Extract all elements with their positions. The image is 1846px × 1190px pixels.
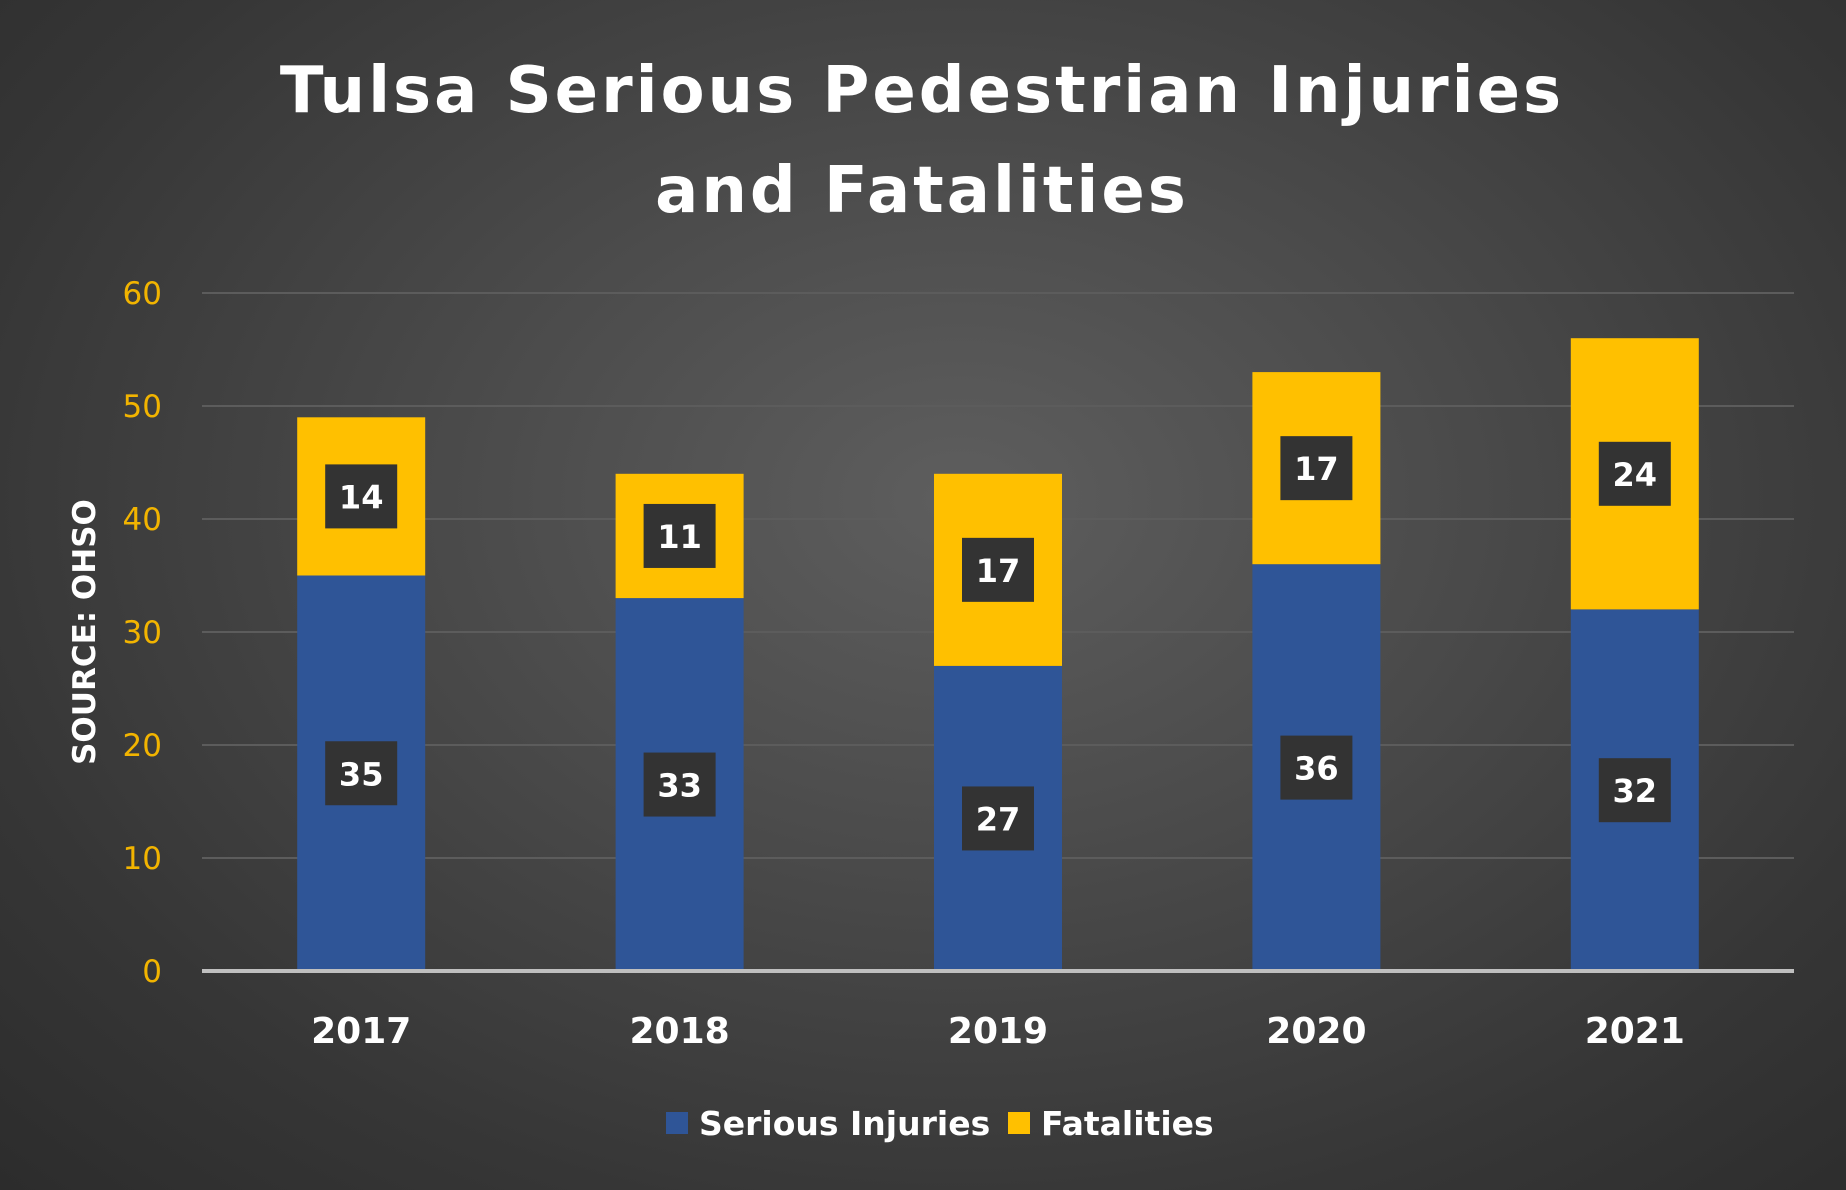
y-tick-label: 60 [123,276,162,312]
data-label: 33 [657,767,702,805]
y-tick-label: 0 [142,954,162,990]
chart-title: Tulsa Serious Pedestrian Injuries and Fat… [280,54,1564,228]
y-tick-label: 30 [123,615,162,651]
data-label-box [962,537,1034,602]
data-label-box [325,741,398,806]
x-tick-label: 2021 [1585,1011,1685,1052]
bars: 35 14 33 11 27 17 36 17 32 24 [297,338,1699,971]
x-tick-label: 2018 [629,1011,729,1052]
legend-label: Serious Injuries [699,1104,990,1143]
legend-item-serious-injuries: Serious Injuries [666,1104,990,1143]
legend-swatch [1008,1112,1030,1134]
x-tick-label: 2017 [311,1011,411,1052]
data-label: 36 [1294,750,1339,788]
data-label: 17 [1294,450,1339,488]
legend-item-fatalities: Fatalities [1008,1104,1214,1143]
y-tick-label: 20 [123,728,162,764]
data-label: 17 [976,552,1021,590]
y-axis-title: SOURCE: OHSO [67,499,103,765]
data-label-box [1280,735,1353,800]
y-tick-label: 50 [123,389,162,425]
data-label: 35 [339,755,384,793]
chart-title-line: and Fatalities [655,154,1189,228]
legend: Serious Injuries Fatalities [666,1104,1214,1143]
y-tick-label: 40 [123,502,162,538]
data-label-box [1280,436,1353,501]
data-label: 24 [1613,456,1658,494]
y-tick-label: 10 [123,841,162,877]
data-label: 11 [657,518,702,556]
legend-swatch [666,1112,688,1134]
legend-label: Fatalities [1041,1104,1214,1143]
data-label: 14 [339,478,384,516]
data-label-box [962,786,1034,851]
chart-title-line: Tulsa Serious Pedestrian Injuries [280,54,1564,128]
data-label-box [1598,758,1671,823]
data-label: 27 [976,800,1021,838]
data-label-box [325,464,398,529]
data-label: 32 [1613,772,1658,810]
x-axis-ticks: 2017 2018 2019 2020 2021 [311,1011,1685,1052]
data-label-box [643,752,716,817]
x-tick-label: 2020 [1266,1011,1366,1052]
y-axis-ticks: 0 10 20 30 40 50 60 [123,276,162,990]
x-tick-label: 2019 [948,1011,1048,1052]
data-label-box [1598,441,1671,506]
data-label-box [643,503,716,568]
